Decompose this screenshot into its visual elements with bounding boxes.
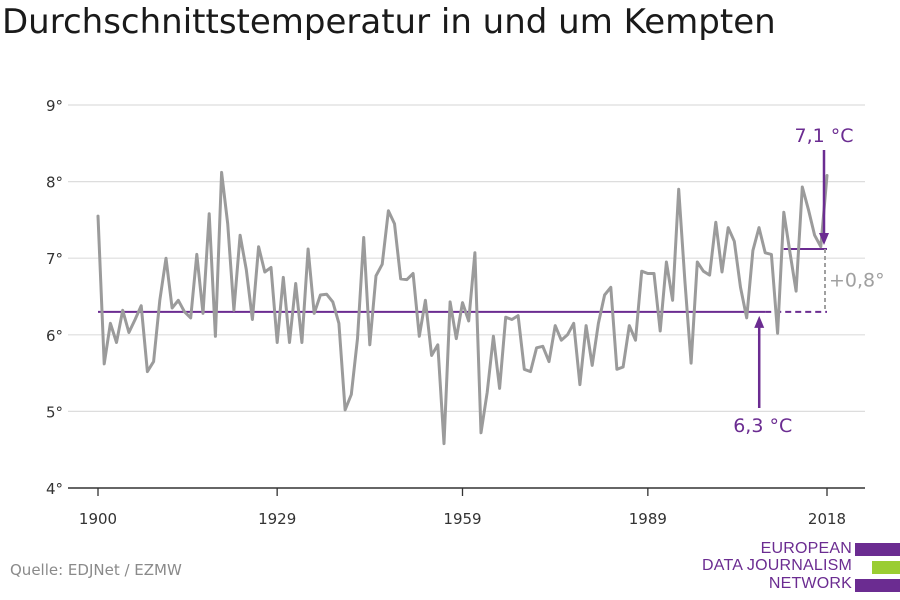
- source-note: Quelle: EDJNet / EZMW: [10, 561, 182, 579]
- y-tick-label: 8°: [46, 174, 63, 192]
- y-axis: 4° 5° 6° 7° 8° 9°: [46, 97, 63, 498]
- logo-bar-3: [855, 579, 900, 592]
- series: [96, 170, 829, 446]
- arrowhead-recent-mean: [819, 233, 829, 246]
- label-recent-mean: 7,1 °C: [794, 125, 853, 147]
- x-tick-label: 1959: [443, 510, 481, 528]
- page-title: Durchschnittstemperatur in und um Kempte…: [2, 2, 776, 42]
- y-tick-label: 7°: [46, 250, 63, 268]
- x-tick-labels: 1900 1929 1959 1989 2018: [79, 510, 846, 528]
- x-tick-label: 1900: [79, 510, 117, 528]
- y-tick-label: 4°: [46, 480, 63, 498]
- edjnet-logo: EUROPEAN DATA JOURNALISM NETWORK: [700, 540, 900, 596]
- arrowhead-baseline-mean: [754, 315, 765, 328]
- y-tick-label: 6°: [46, 327, 63, 345]
- temperature-line: [96, 170, 829, 446]
- label-baseline-mean: 6,3 °C: [733, 415, 792, 437]
- y-tick-label: 5°: [46, 403, 63, 421]
- logo-bar-2: [872, 561, 900, 574]
- x-tick-label: 1929: [258, 510, 296, 528]
- x-tick-label: 2018: [808, 510, 846, 528]
- difference-label: +0,8°: [829, 269, 885, 291]
- logo-line-3: NETWORK: [768, 575, 852, 592]
- temperature-chart: 4° 5° 6° 7° 8° 9° 1900 1929 1959 1989 2018 +0,8° 6…: [46, 97, 885, 528]
- logo-bar-1: [855, 543, 900, 556]
- y-tick-label: 9°: [46, 97, 63, 115]
- annotations: +0,8° 6,3 °C 7,1 °C: [733, 125, 884, 437]
- x-tick-label: 1989: [629, 510, 667, 528]
- grid: [68, 104, 865, 412]
- logo-line-2: DATA JOURNALISM: [702, 557, 852, 574]
- x-axis: [68, 487, 865, 496]
- logo-line-1: EUROPEAN: [760, 540, 852, 557]
